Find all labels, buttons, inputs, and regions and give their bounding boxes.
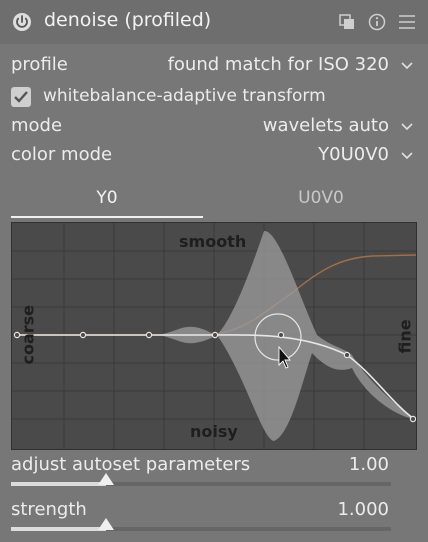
denoise-curve-graph[interactable]: smooth noisy coarse fine: [11, 222, 417, 450]
slider-fill: [11, 482, 106, 486]
grid: [12, 223, 416, 449]
module-header[interactable]: denoise (profiled): [0, 0, 428, 44]
curve-node[interactable]: [13, 331, 21, 339]
chevron-down-icon[interactable]: [401, 60, 413, 72]
curve-node[interactable]: [145, 331, 153, 339]
profile-label: profile: [11, 54, 68, 75]
mode-label: mode: [11, 115, 63, 136]
graph-bottom-label: noisy: [190, 422, 238, 441]
graph-left-label: coarse: [18, 304, 38, 365]
graph-top-label: smooth: [179, 232, 247, 251]
strength-slider[interactable]: strength 1.000: [11, 499, 415, 539]
chevron-down-icon[interactable]: [401, 121, 413, 133]
chroma-curve: [17, 254, 416, 336]
channel-tabs: Y0 U0V0: [11, 184, 417, 218]
slider-thumb-icon[interactable]: [98, 518, 114, 530]
slider-track[interactable]: [11, 482, 391, 486]
curve-node[interactable]: [277, 331, 285, 339]
chevron-down-icon[interactable]: [401, 150, 413, 162]
slider-track[interactable]: [11, 527, 391, 531]
color-mode-label: color mode: [11, 144, 113, 165]
tab-u0v0[interactable]: U0V0: [298, 188, 344, 208]
menu-icon[interactable]: [398, 13, 416, 31]
whitebalance-label: whitebalance-adaptive transform: [43, 86, 326, 106]
module-title: denoise (profiled): [44, 9, 212, 31]
slider-label: adjust autoset parameters: [11, 454, 251, 475]
color-mode-row[interactable]: color mode Y0U0V0: [11, 144, 415, 170]
slider-thumb-icon[interactable]: [98, 473, 114, 485]
curve-canvas[interactable]: [12, 223, 416, 449]
profile-value[interactable]: found match for ISO 320: [167, 54, 389, 75]
luma-curve: [17, 334, 415, 420]
curve-node[interactable]: [211, 331, 219, 339]
profile-row[interactable]: profile found match for ISO 320: [11, 54, 415, 80]
tab-y0[interactable]: Y0: [11, 184, 203, 218]
curve-node[interactable]: [343, 351, 351, 359]
power-icon[interactable]: [12, 12, 32, 32]
presets-icon[interactable]: [338, 13, 356, 31]
slider-value[interactable]: 1.000: [337, 499, 389, 520]
mode-value[interactable]: wavelets auto: [262, 115, 389, 136]
slider-label: strength: [11, 499, 87, 520]
reset-icon[interactable]: [368, 13, 386, 31]
curve-node[interactable]: [79, 331, 87, 339]
slider-fill: [11, 527, 106, 531]
mouse-cursor-icon: [278, 345, 291, 369]
graph-right-label: fine: [395, 319, 415, 354]
color-mode-value[interactable]: Y0U0V0: [318, 144, 389, 165]
curve-node[interactable]: [409, 415, 416, 423]
mode-row[interactable]: mode wavelets auto: [11, 115, 415, 141]
slider-value[interactable]: 1.00: [348, 454, 389, 475]
whitebalance-checkbox[interactable]: [11, 87, 31, 107]
adjust-autoset-slider[interactable]: adjust autoset parameters 1.00: [11, 454, 415, 494]
edit-radius-circle: [254, 313, 302, 361]
